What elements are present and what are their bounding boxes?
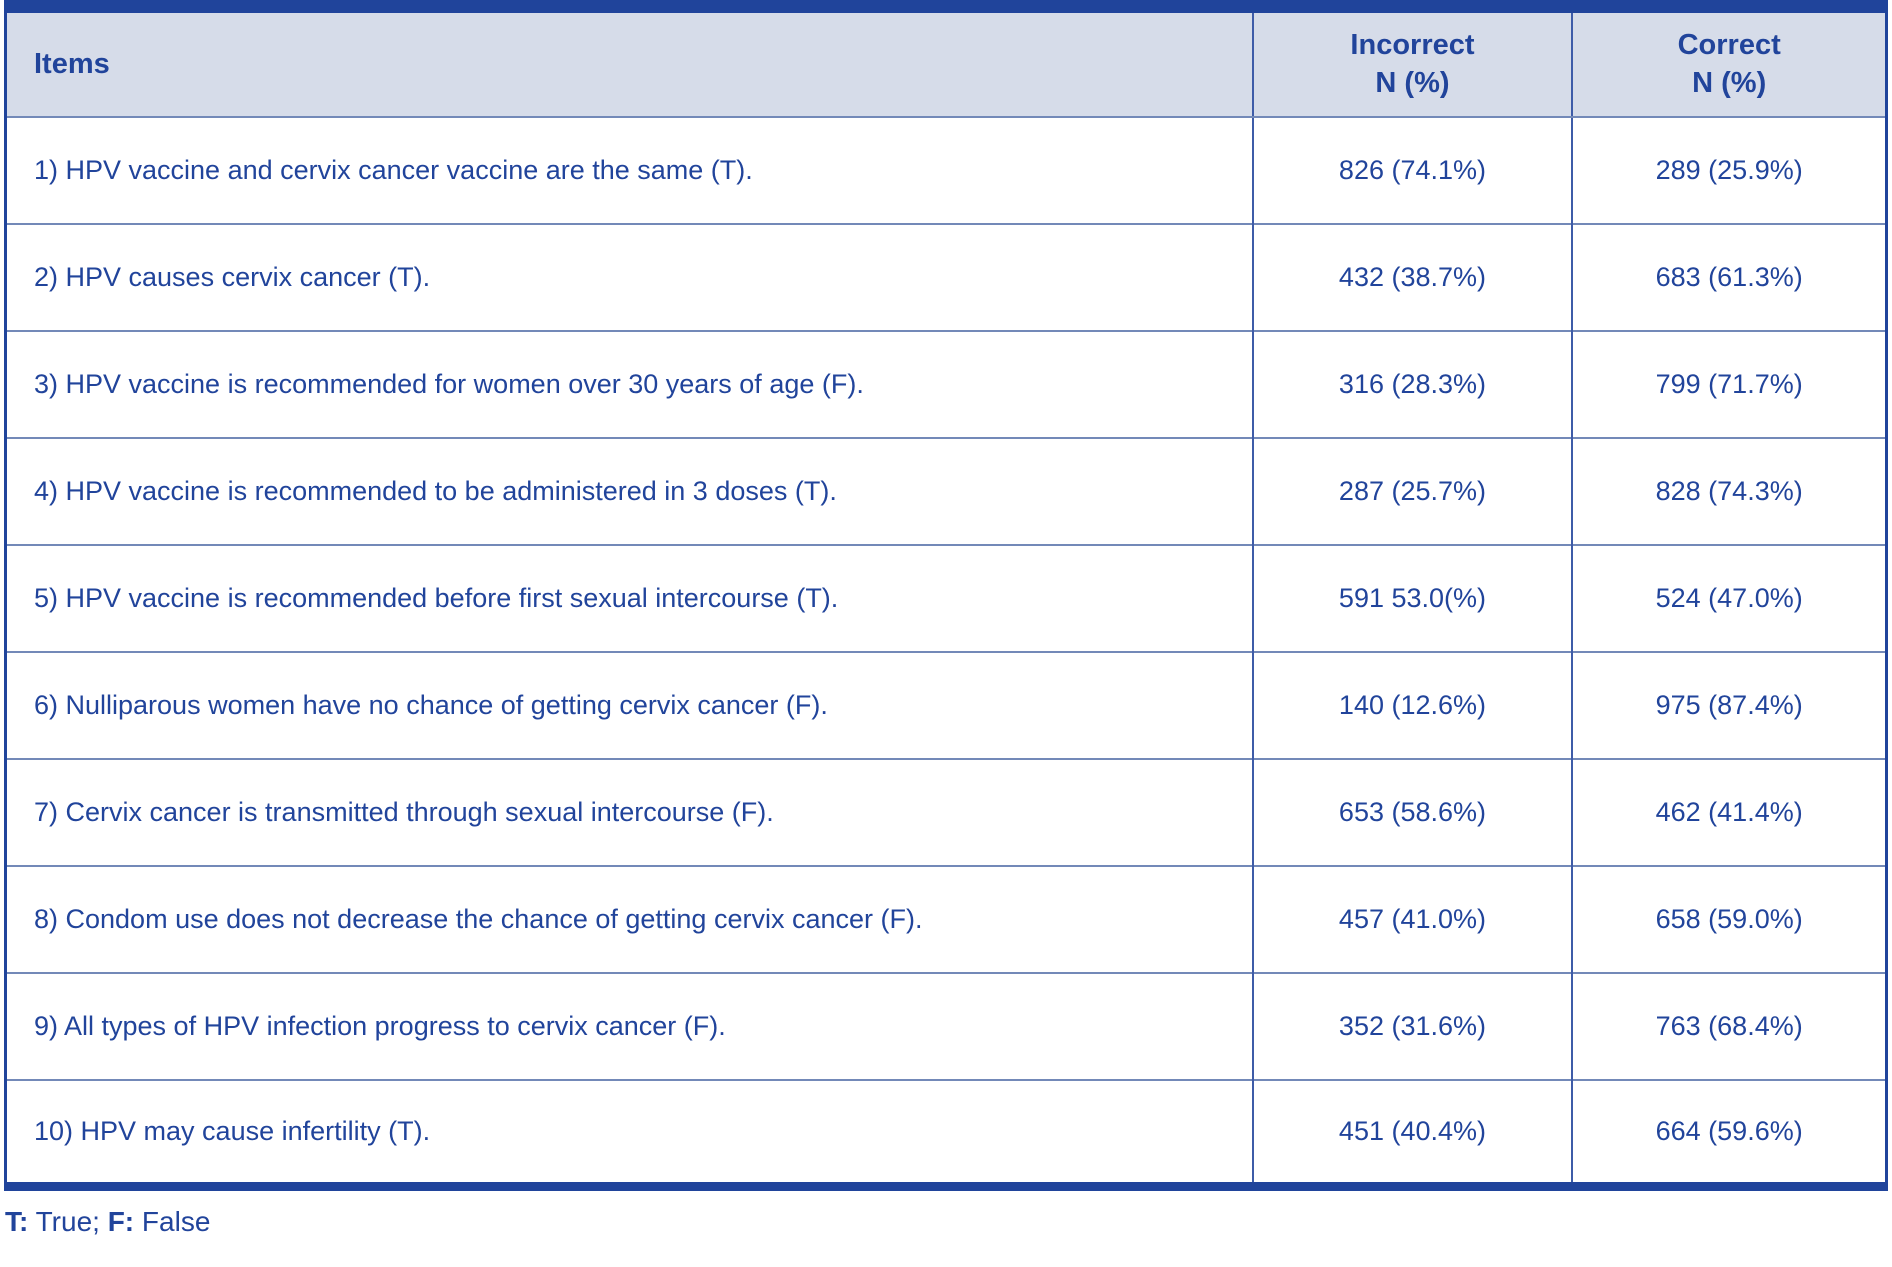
footnote: T: True; F: False <box>5 1206 1892 1238</box>
column-header-incorrect: Incorrect N (%) <box>1251 6 1573 118</box>
footnote-t-value: True; <box>28 1206 108 1237</box>
item-cell: 8) Condom use does not decrease the chan… <box>5 864 1253 973</box>
correct-cell: 683 (61.3%) <box>1571 222 1887 331</box>
incorrect-cell: 653 (58.6%) <box>1251 757 1573 866</box>
item-cell: 7) Cervix cancer is transmitted through … <box>5 757 1253 866</box>
correct-cell: 462 (41.4%) <box>1571 757 1887 866</box>
item-cell: 10) HPV may cause infertility (T). <box>5 1078 1253 1187</box>
table-row: 4) HPV vaccine is recommended to be admi… <box>5 436 1887 545</box>
item-cell: 4) HPV vaccine is recommended to be admi… <box>5 436 1253 545</box>
footnote-t-label: T: <box>5 1206 29 1237</box>
hpv-knowledge-table: Items Incorrect N (%) Correct N (%) 1) H… <box>4 0 1888 1191</box>
correct-cell: 799 (71.7%) <box>1571 329 1887 438</box>
table-row: 6) Nulliparous women have no chance of g… <box>5 650 1887 759</box>
column-header-incorrect-label: Incorrect <box>1350 28 1475 61</box>
item-cell: 2) HPV causes cervix cancer (T). <box>5 222 1253 331</box>
correct-cell: 524 (47.0%) <box>1571 543 1887 652</box>
footnote-f-value: False <box>134 1206 211 1237</box>
table-row: 2) HPV causes cervix cancer (T). 432 (38… <box>5 222 1887 331</box>
incorrect-cell: 826 (74.1%) <box>1251 116 1573 224</box>
column-header-correct-sublabel: N (%) <box>1692 67 1767 100</box>
footnote-f-label: F: <box>107 1206 135 1237</box>
column-header-correct-label: Correct <box>1677 28 1781 61</box>
correct-cell: 664 (59.6%) <box>1571 1078 1887 1187</box>
correct-cell: 828 (74.3%) <box>1571 436 1887 545</box>
incorrect-cell: 451 (40.4%) <box>1251 1078 1573 1187</box>
table-row: 7) Cervix cancer is transmitted through … <box>5 757 1887 866</box>
item-cell: 9) All types of HPV infection progress t… <box>5 971 1253 1080</box>
incorrect-cell: 352 (31.6%) <box>1251 971 1573 1080</box>
correct-cell: 763 (68.4%) <box>1571 971 1887 1080</box>
item-cell: 1) HPV vaccine and cervix cancer vaccine… <box>5 116 1253 224</box>
table-row: 10) HPV may cause infertility (T). 451 (… <box>5 1078 1887 1187</box>
table-row: 1) HPV vaccine and cervix cancer vaccine… <box>5 116 1887 224</box>
header-row: Items Incorrect N (%) Correct N (%) <box>5 6 1887 118</box>
correct-cell: 975 (87.4%) <box>1571 650 1887 759</box>
incorrect-cell: 591 53.0(%) <box>1251 543 1573 652</box>
correct-cell: 658 (59.0%) <box>1571 864 1887 973</box>
item-cell: 6) Nulliparous women have no chance of g… <box>5 650 1253 759</box>
table-row: 5) HPV vaccine is recommended before fir… <box>5 543 1887 652</box>
correct-cell: 289 (25.9%) <box>1571 116 1887 224</box>
incorrect-cell: 140 (12.6%) <box>1251 650 1573 759</box>
incorrect-cell: 432 (38.7%) <box>1251 222 1573 331</box>
incorrect-cell: 287 (25.7%) <box>1251 436 1573 545</box>
incorrect-cell: 457 (41.0%) <box>1251 864 1573 973</box>
item-cell: 3) HPV vaccine is recommended for women … <box>5 329 1253 438</box>
column-header-items-label: Items <box>34 47 110 80</box>
table-row: 8) Condom use does not decrease the chan… <box>5 864 1887 973</box>
column-header-correct: Correct N (%) <box>1571 6 1887 118</box>
table-row: 3) HPV vaccine is recommended for women … <box>5 329 1887 438</box>
column-header-incorrect-sublabel: N (%) <box>1375 67 1450 100</box>
table-row: 9) All types of HPV infection progress t… <box>5 971 1887 1080</box>
incorrect-cell: 316 (28.3%) <box>1251 329 1573 438</box>
column-header-items: Items <box>5 6 1253 118</box>
item-cell: 5) HPV vaccine is recommended before fir… <box>5 543 1253 652</box>
